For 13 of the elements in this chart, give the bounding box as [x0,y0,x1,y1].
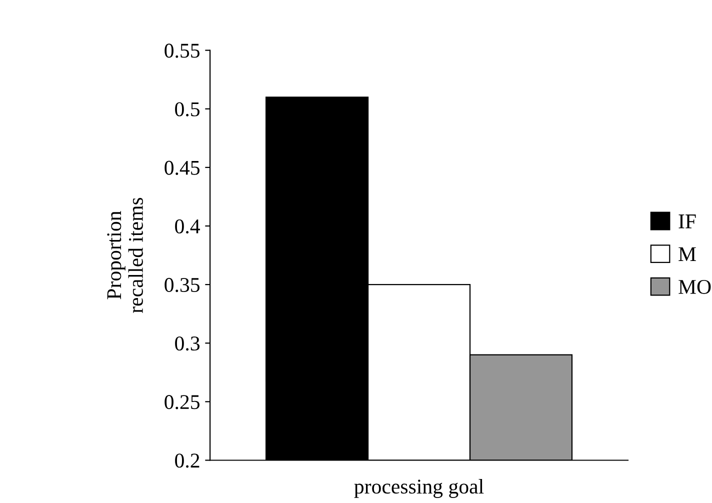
y-tick-label: 0.35 [164,278,200,292]
y-axis-title: Proportion recalled items [107,198,143,313]
y-tick-label: 0.45 [164,160,200,175]
legend-label: IF [678,214,696,228]
legend-label: M [678,247,696,261]
y-tick-label: 0.55 [164,44,200,58]
y-tick-label: 0.5 [175,102,200,116]
legend-label: MO [678,280,711,294]
y-tick-label: 0.2 [175,454,200,468]
y-tick-label: 0.3 [175,336,200,351]
y-tick-label: 0.4 [175,219,200,234]
y-tick-label: 0.25 [164,395,200,410]
x-axis-title: processing goal [354,478,484,498]
